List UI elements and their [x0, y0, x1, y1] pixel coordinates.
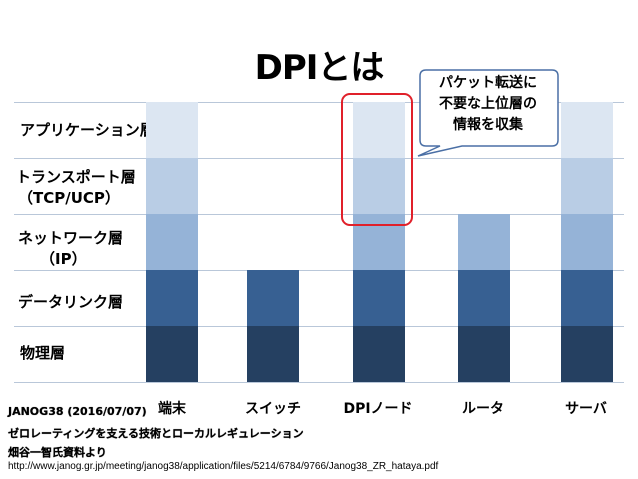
node-label-terminal: 端末	[158, 401, 186, 417]
stack-cell-network	[458, 214, 510, 270]
stack-cell-datalink	[458, 270, 510, 326]
stack-cell-transport	[146, 158, 198, 214]
layer-label-transport: トランスポート層 （TCP/UCP）	[16, 168, 136, 207]
layer-label-physical: 物理層	[20, 344, 66, 362]
layer-label-network: ネットワーク層 （IP）	[18, 229, 124, 268]
source-author: 畑谷一智氏資料より	[8, 446, 107, 459]
stack-cell-physical	[561, 326, 613, 382]
stack-cell-network	[561, 214, 613, 270]
source-title: ゼロレーティングを支える技術とローカルレギュレーション	[8, 427, 304, 440]
layer-divider	[14, 382, 624, 383]
layer-divider	[14, 158, 624, 159]
source-event: JANOG38 (2016/07/07)	[8, 405, 147, 418]
source-url[interactable]: http://www.janog.gr.jp/meeting/janog38/a…	[8, 461, 439, 472]
stack-cell-datalink	[561, 270, 613, 326]
stack-cell-physical	[353, 326, 405, 382]
stack-cell-datalink	[146, 270, 198, 326]
layer-label-datalink: データリンク層	[18, 293, 124, 311]
stack-cell-datalink	[353, 270, 405, 326]
layer-label-application: アプリケーション層	[20, 121, 155, 139]
layer-divider	[14, 214, 624, 215]
stack-cell-app	[561, 102, 613, 158]
stack-cell-app	[353, 102, 405, 158]
stack-cell-transport	[353, 158, 405, 214]
node-label-switch: スイッチ	[245, 401, 301, 417]
layer-divider	[14, 102, 624, 103]
stack-cell-physical	[146, 326, 198, 382]
layer-divider	[14, 326, 624, 327]
layer-divider	[14, 270, 624, 271]
node-label-server: サーバ	[565, 401, 607, 417]
stack-cell-physical	[247, 326, 299, 382]
stack-cell-app	[146, 102, 198, 158]
node-label-dpi: DPIノード	[343, 401, 413, 417]
stack-cell-datalink	[247, 270, 299, 326]
stack-cell-network	[353, 214, 405, 270]
stack-cell-transport	[561, 158, 613, 214]
slide-title: DPIとは	[254, 48, 385, 88]
dpi-highlight-box	[341, 93, 413, 226]
callout-text: パケット転送に 不要な上位層の 情報を収集	[439, 75, 537, 133]
stack-cell-network	[146, 214, 198, 270]
stack-cell-physical	[458, 326, 510, 382]
node-label-router: ルータ	[462, 401, 504, 417]
